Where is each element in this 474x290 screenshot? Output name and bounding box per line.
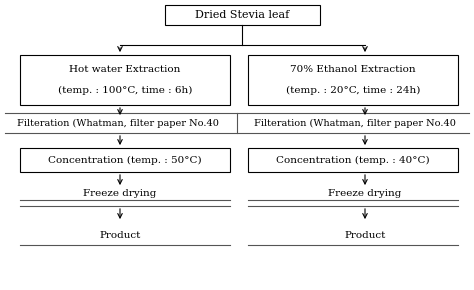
Text: Product: Product [344, 231, 386, 240]
Text: Filteration (Whatman, filter paper No.40: Filteration (Whatman, filter paper No.40 [254, 118, 456, 128]
Text: Concentration (temp. : 40°C): Concentration (temp. : 40°C) [276, 155, 430, 164]
Bar [248, 55, 458, 105]
Text: Freeze drying: Freeze drying [83, 188, 157, 197]
Text: 70% Ethanol Extraction

(temp. : 20°C, time : 24h): 70% Ethanol Extraction (temp. : 20°C, ti… [286, 65, 420, 95]
Bar [20, 148, 230, 172]
Text: Freeze drying: Freeze drying [328, 188, 401, 197]
Text: Hot water Extraction

(temp. : 100°C, time : 6h): Hot water Extraction (temp. : 100°C, tim… [58, 65, 192, 95]
Text: Concentration (temp. : 50°C): Concentration (temp. : 50°C) [48, 155, 202, 164]
Text: Dried Stevia leaf: Dried Stevia leaf [195, 10, 290, 20]
Bar [20, 55, 230, 105]
Bar [248, 148, 458, 172]
Bar [165, 5, 320, 25]
Text: Product: Product [100, 231, 141, 240]
Text: Filteration (Whatman, filter paper No.40: Filteration (Whatman, filter paper No.40 [17, 118, 219, 128]
